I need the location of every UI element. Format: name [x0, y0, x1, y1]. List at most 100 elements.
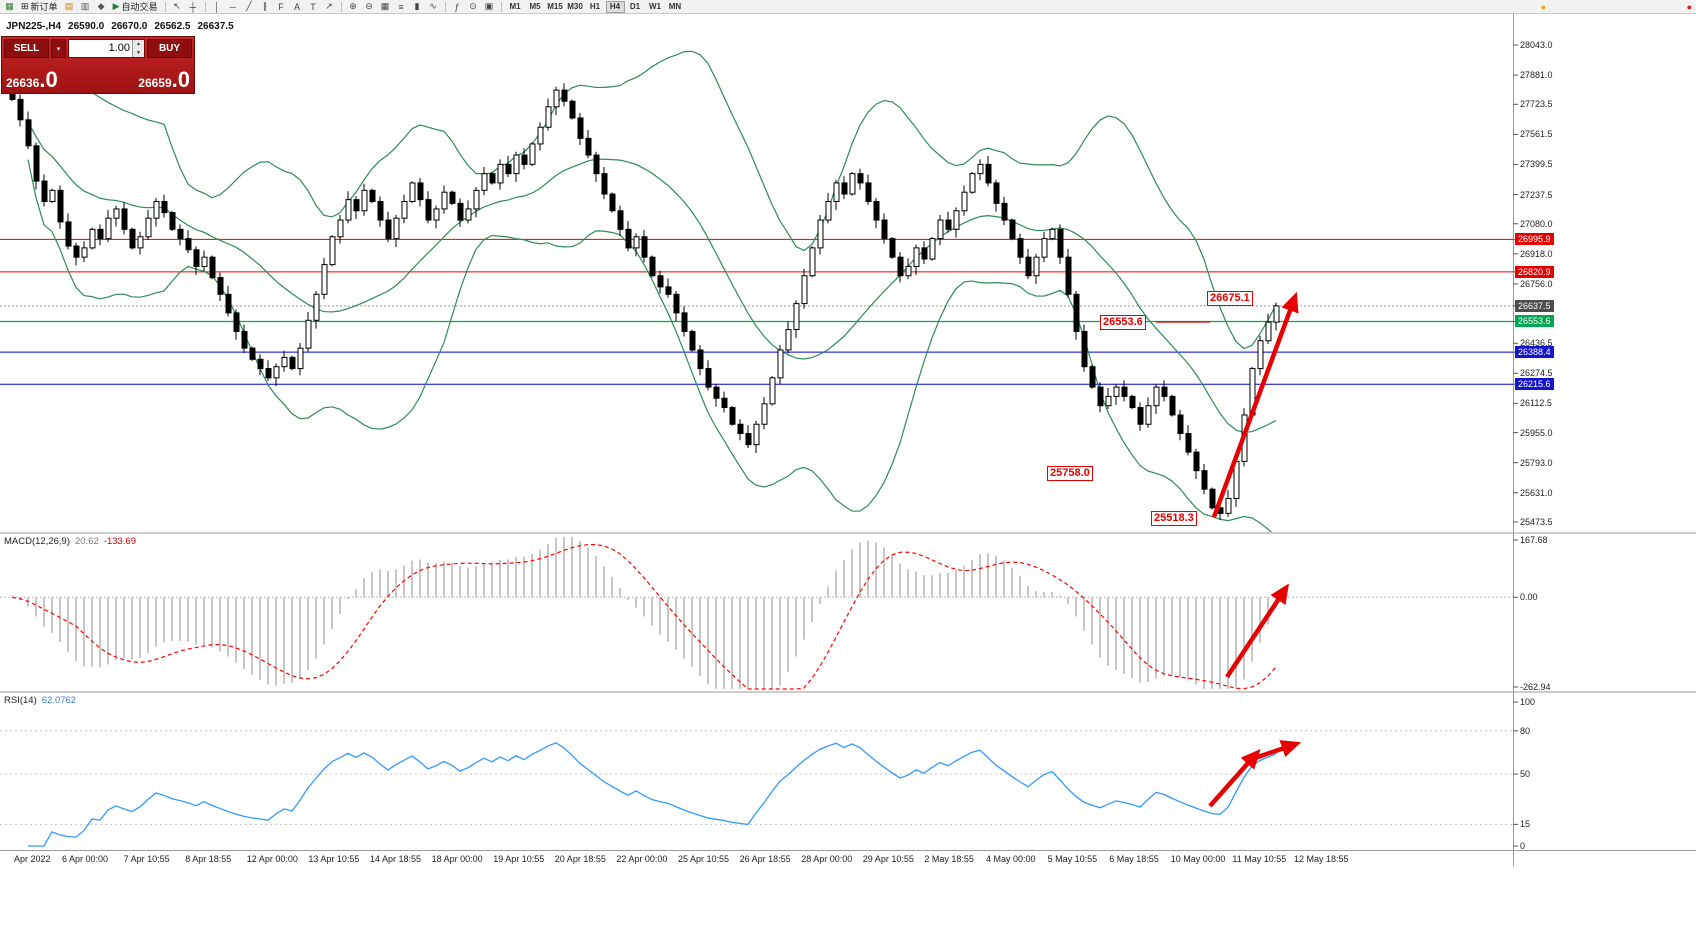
volume-dropdown[interactable]: ▾	[51, 39, 66, 58]
record-icon[interactable]: ●	[1686, 2, 1692, 12]
vertical-line-icon[interactable]: │	[210, 1, 225, 13]
market-watch-icon[interactable]: ▤	[62, 1, 77, 13]
macd-name: MACD(12,26,9)	[4, 536, 70, 547]
candle-body	[273, 366, 280, 379]
vertical-line-icon: │	[214, 1, 220, 12]
timeframe-button-h4[interactable]: H4	[605, 0, 625, 13]
timeframe-button-d1[interactable]: D1	[629, 2, 641, 11]
fibonacci-icon[interactable]: F	[274, 1, 289, 13]
cursor-icon[interactable]: ↖	[170, 1, 185, 13]
data-window-icon[interactable]: ▥	[78, 1, 93, 13]
horizontal-line-icon[interactable]: ─	[226, 1, 241, 13]
candlestick-chart-icon[interactable]: ▮	[410, 1, 425, 13]
candle-body	[353, 199, 360, 212]
line-chart-icon[interactable]: ∿	[426, 1, 441, 13]
spinner-up-icon[interactable]: ▲	[133, 40, 144, 49]
arrows-icon[interactable]: ↗	[322, 1, 337, 13]
candle-body	[737, 423, 744, 435]
candle-body	[425, 199, 432, 221]
timeframe-button-m30[interactable]: M30	[567, 2, 583, 11]
buy-button[interactable]: BUY	[147, 39, 192, 58]
ohlc-open: 26590.0	[68, 21, 105, 32]
trendline-icon[interactable]: ╱	[242, 1, 257, 13]
tile-windows-icon[interactable]: ▦	[378, 1, 393, 13]
chevron-down-icon: ▾	[56, 45, 61, 53]
candle-body	[177, 228, 184, 240]
trend-arrow[interactable]	[1248, 740, 1302, 763]
sell-button[interactable]: SELL	[4, 39, 49, 58]
candle-body	[201, 256, 208, 267]
candle-body	[1105, 395, 1112, 407]
price-int-part: 26636	[6, 76, 40, 90]
timeframe-button-m15[interactable]: M15	[547, 2, 563, 11]
candle-body	[121, 208, 128, 230]
candle-body	[145, 217, 152, 238]
new-order-icon: ⊞	[21, 1, 29, 11]
indicators-icon[interactable]: ƒ	[450, 1, 465, 13]
candle-body	[489, 173, 496, 184]
drawing-objects[interactable]	[1156, 291, 1302, 808]
equidistant-channel-icon[interactable]: ∥	[258, 1, 273, 13]
volume-spinner[interactable]: ▲ ▼	[132, 40, 144, 57]
periods-icon[interactable]: ⊙	[466, 1, 481, 13]
timeframe-button-m1[interactable]: M1	[509, 2, 521, 11]
candle-body	[561, 89, 568, 102]
spinner-down-icon[interactable]: ▼	[133, 48, 144, 57]
label-icon[interactable]: T	[306, 1, 321, 13]
crosshair-icon[interactable]: ┼	[186, 1, 201, 13]
bollinger-upper-band[interactable]	[27, 50, 1277, 350]
candle-body	[1033, 256, 1040, 277]
timeframe-button-m5[interactable]: M5	[529, 2, 541, 11]
candle-body	[249, 347, 256, 360]
candle-body	[689, 330, 696, 351]
candle-body	[1001, 202, 1008, 221]
candle-body	[185, 238, 192, 251]
alerts-icon[interactable]: ●	[1540, 2, 1546, 12]
candle-body	[769, 377, 776, 405]
trend-arrow[interactable]	[1211, 291, 1299, 518]
candle-body	[617, 210, 624, 230]
trend-arrow[interactable]	[1208, 748, 1261, 808]
candle-body	[385, 219, 392, 240]
candle-body	[449, 191, 456, 204]
trend-arrow[interactable]	[1225, 583, 1289, 679]
zoom-in-icon[interactable]: ⊕	[346, 1, 361, 13]
zoom-out-icon[interactable]: ⊖	[362, 1, 377, 13]
volume-input[interactable]: 1.00 ▲ ▼	[68, 39, 145, 58]
bar-chart-icon: ≡	[398, 1, 404, 12]
new-chart-icon[interactable]: ▦	[2, 1, 17, 13]
candle-body	[73, 245, 80, 258]
candle-body	[1185, 433, 1192, 453]
candle-body	[633, 236, 640, 249]
candle-body	[1225, 497, 1232, 514]
navigator-icon[interactable]: ◆	[94, 1, 109, 13]
macd-panel[interactable]	[0, 537, 1513, 690]
timeframe-button-h1[interactable]: H1	[589, 2, 601, 11]
text-icon[interactable]: A	[290, 1, 305, 13]
candle-body	[1081, 330, 1088, 368]
main-chart[interactable]	[0, 50, 1513, 537]
candle-body	[529, 143, 536, 165]
candle-body	[217, 277, 224, 295]
candle-body	[321, 264, 328, 295]
bollinger-lower-band[interactable]	[27, 159, 1276, 537]
ohlc-low: 26562.5	[154, 21, 191, 32]
rsi-panel[interactable]	[0, 730, 1513, 847]
candle-body	[65, 221, 72, 247]
timeframe-button-w1[interactable]: W1	[649, 2, 661, 11]
bar-chart-icon[interactable]: ≡	[394, 1, 409, 13]
sell-price[interactable]: 26636.0	[6, 69, 58, 91]
autotrading-button[interactable]: ▶ 自动交易	[110, 1, 161, 13]
bollinger-middle-band[interactable]	[27, 121, 1277, 434]
candle-body	[1145, 405, 1152, 425]
candle-body	[497, 163, 504, 184]
buy-price[interactable]: 26659.0	[138, 69, 190, 91]
new-order-button[interactable]: ⊞ 新订单	[18, 1, 61, 13]
candle-body	[905, 265, 912, 277]
timeframe-button-mn[interactable]: MN	[668, 2, 682, 11]
price-big-part: .0	[171, 67, 190, 92]
templates-icon[interactable]: ▣	[482, 1, 497, 13]
candle-body	[1057, 228, 1064, 258]
candle-body	[241, 330, 248, 349]
